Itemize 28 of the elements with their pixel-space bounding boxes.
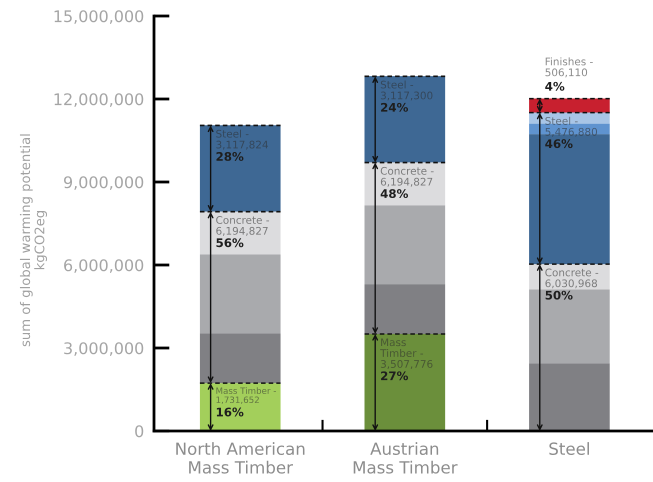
annotation: Steel - 3,117,300 24% [380,80,432,112]
bar [200,254,281,334]
annotation: Concrete - 6,194,827 48% [380,166,434,198]
bar [364,162,446,206]
annotation: Finishes - 506,110 4% [545,57,593,91]
y-tick-label: 12,000,000 [54,93,144,107]
annotation: Mass Timber - 3,507,776 27% [380,338,432,380]
y-tick-label: 6,000,000 [64,259,144,273]
annotation: Steel - 3,117,824 28% [216,130,268,161]
annotation: Concrete - 6,030,968 50% [545,268,598,300]
x-tick-label: Austrian Mass Timber [354,442,458,474]
bar [529,289,610,364]
x-tick-label: Steel [549,442,589,456]
annotation: Steel - 5,476,880 46% [545,116,598,148]
bar [364,205,446,284]
bar [529,112,610,124]
y-tick-label: 15,000,000 [54,10,144,24]
y-tick-label: 3,000,000 [64,342,144,356]
bar [200,212,281,254]
bar [529,363,610,431]
y-tick-label: 0 [135,425,144,438]
annotation: Mass Timber - 1,731,652 16% [216,387,276,416]
bar [364,284,446,334]
y-tick-label: 9,000,000 [64,176,144,190]
annotation: Concrete - 6,194,827 56% [216,216,270,248]
x-tick-label: North American Mass Timber [176,442,304,474]
bar [200,333,281,384]
y-axis-title: sum of global warming potential kgCO2eg [20,134,47,346]
